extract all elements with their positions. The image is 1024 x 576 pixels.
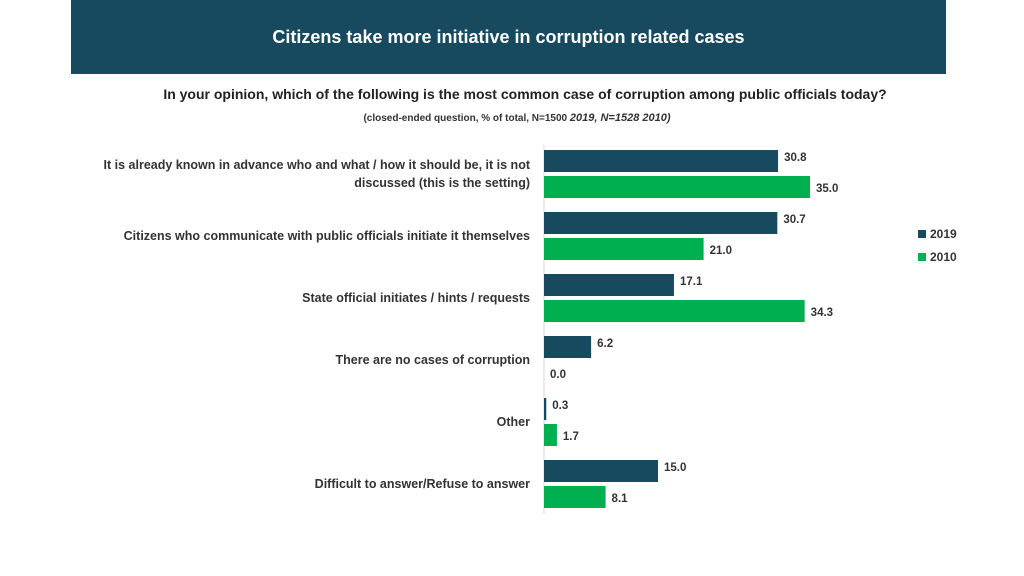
data-label-2010: 34.3 <box>811 307 833 319</box>
legend-swatch-2010 <box>918 252 926 261</box>
category-label: Other <box>496 415 530 429</box>
category-label: State official initiates / hints / reque… <box>302 291 530 305</box>
category-label: It is already known in advance who and w… <box>103 158 530 190</box>
category-label: There are no cases of corruption <box>335 353 531 367</box>
bar-2010 <box>544 486 606 508</box>
data-label-2019: 6.2 <box>597 338 613 350</box>
data-label-2010: 0.0 <box>550 369 566 381</box>
legend-item-2010: 2010 <box>918 245 957 268</box>
data-label-2010: 21.0 <box>710 245 732 257</box>
data-label-2019: 30.7 <box>783 214 805 226</box>
bar-2010 <box>544 176 810 198</box>
legend-label-2019: 2019 <box>930 226 957 241</box>
chart-title: Citizens take more initiative in corrupt… <box>272 26 745 47</box>
category-label: Citizens who communicate with public off… <box>123 229 530 243</box>
bar-2019 <box>544 398 547 420</box>
bar-2010 <box>544 300 805 322</box>
bar-2019 <box>544 460 658 482</box>
legend-swatch-2019 <box>918 229 926 238</box>
legend-label-2010: 2010 <box>930 249 957 264</box>
category-label: Difficult to answer/Refuse to answer <box>314 477 530 491</box>
sample-note: (closed-ended question, % of total, N=15… <box>0 112 1024 124</box>
data-label-2010: 8.1 <box>612 493 629 505</box>
data-label-2010: 35.0 <box>816 183 838 195</box>
bar-2019 <box>544 336 592 358</box>
bar-2019 <box>544 274 674 296</box>
data-label-2010: 1.7 <box>563 431 579 443</box>
legend: 2019 2010 <box>918 222 957 268</box>
bar-2019 <box>544 150 779 172</box>
data-label-2019: 17.1 <box>680 276 703 288</box>
bar-2010 <box>544 424 557 446</box>
bar-2010 <box>544 238 704 260</box>
note-years: 2019, N=1528 2010) <box>569 112 671 124</box>
legend-item-2019: 2019 <box>918 222 957 245</box>
data-label-2019: 0.3 <box>552 400 568 412</box>
data-label-2019: 30.8 <box>784 152 807 164</box>
title-banner: Citizens take more initiative in corrupt… <box>71 0 946 74</box>
note-main: (closed-ended question, % of total, N=15… <box>363 113 570 124</box>
data-label-2019: 15.0 <box>664 462 686 474</box>
question-text: In your opinion, which of the following … <box>163 86 887 102</box>
bar-2019 <box>544 212 778 234</box>
